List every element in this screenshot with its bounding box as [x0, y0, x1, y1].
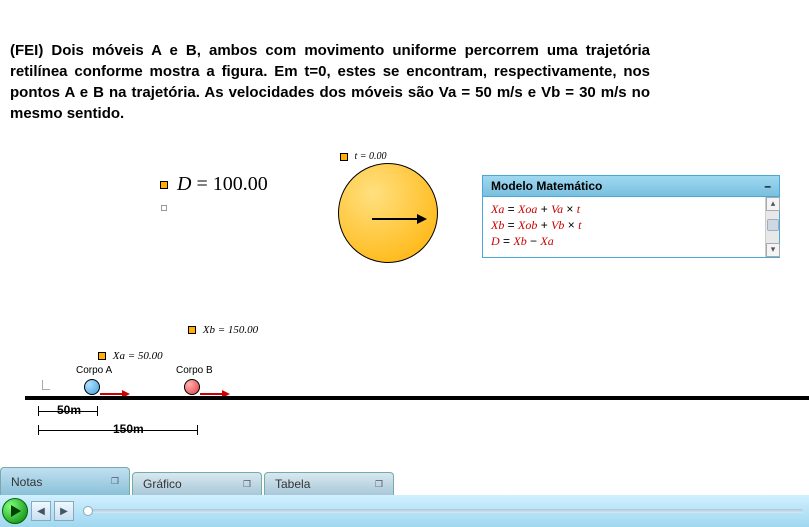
t-value: 0.00	[369, 151, 387, 162]
body-b[interactable]	[184, 379, 200, 395]
t-symbol: t	[355, 151, 358, 162]
t-equals: =	[360, 151, 367, 162]
scroll-up-icon[interactable]: ▴	[766, 197, 780, 211]
tab-notas[interactable]: Notas ❐	[0, 467, 130, 495]
body-b-arrow	[200, 385, 230, 403]
panel-titlebar[interactable]: Modelo Matemático –	[483, 176, 779, 197]
scroll-thumb[interactable]	[767, 219, 779, 231]
tab-label: Gráfico	[143, 477, 182, 491]
Xb-value: 150.00	[228, 324, 258, 336]
Xb-equals: =	[218, 324, 225, 336]
body-a-arrow	[100, 385, 130, 403]
panel-body: Xa = Xoa + Va × tXb = Xob + Vb × tD = Xb…	[483, 197, 779, 257]
D-value: 100.00	[213, 173, 268, 195]
body-a[interactable]	[84, 379, 100, 395]
Xb-symbol: Xb	[203, 324, 215, 336]
Xa-equals: =	[128, 350, 135, 362]
tab-label: Tabela	[275, 477, 310, 491]
dimension-150m: 150m	[38, 425, 198, 435]
restore-icon[interactable]: ❐	[243, 479, 251, 490]
equation: Xa = Xoa + Va × t	[491, 201, 771, 217]
tab-grafico[interactable]: Gráfico ❐	[132, 472, 262, 495]
D-symbol: D	[177, 173, 191, 195]
seek-slider[interactable]	[83, 509, 803, 513]
equation: D = Xb − Xa	[491, 233, 771, 249]
play-icon	[11, 505, 21, 517]
distance-D-readout: D = 100.00	[160, 173, 268, 196]
vertical-scrollbar[interactable]: ▴ ▾	[765, 197, 779, 257]
problem-statement: (FEI) Dois móveis A e B, ambos com movim…	[10, 40, 650, 124]
dimension-50m: 50m	[38, 406, 98, 416]
D-equals: =	[196, 173, 207, 195]
Xb-readout: Xb = 150.00	[188, 324, 258, 336]
restore-icon[interactable]: ❐	[111, 476, 119, 487]
time-readout: t = 0.00	[340, 151, 387, 162]
velocity-arrow	[372, 210, 427, 228]
step-back-button[interactable]: ◀	[31, 501, 51, 521]
restore-icon[interactable]: ❐	[375, 479, 383, 490]
panel-title-text: Modelo Matemático	[491, 179, 602, 193]
Xa-readout: Xa = 50.00	[98, 350, 163, 362]
tab-bar: Notas ❐ Gráfico ❐ Tabela ❐	[0, 467, 809, 495]
marker-icon	[160, 181, 168, 189]
collapsed-control-icon[interactable]	[161, 205, 167, 211]
seek-thumb[interactable]	[83, 506, 93, 516]
marker-icon	[98, 352, 106, 360]
step-forward-button[interactable]: ▶	[54, 501, 74, 521]
corpo-a-label: Corpo A	[76, 365, 112, 376]
origin-tick-icon	[42, 380, 50, 390]
Xa-symbol: Xa	[113, 350, 125, 362]
marker-icon	[188, 326, 196, 334]
math-model-panel: Modelo Matemático – Xa = Xoa + Va × tXb …	[482, 175, 780, 258]
scroll-down-icon[interactable]: ▾	[766, 243, 780, 257]
tab-tabela[interactable]: Tabela ❐	[264, 472, 394, 495]
play-button[interactable]	[2, 498, 28, 524]
Xa-value: 50.00	[138, 350, 163, 362]
tab-label: Notas	[11, 475, 42, 489]
trajectory-line	[25, 396, 809, 400]
minimize-icon[interactable]: –	[764, 179, 771, 193]
corpo-b-label: Corpo B	[176, 365, 213, 376]
equation: Xb = Xob + Vb × t	[491, 217, 771, 233]
playback-bar: ◀ ▶	[0, 495, 809, 527]
marker-icon	[340, 153, 348, 161]
